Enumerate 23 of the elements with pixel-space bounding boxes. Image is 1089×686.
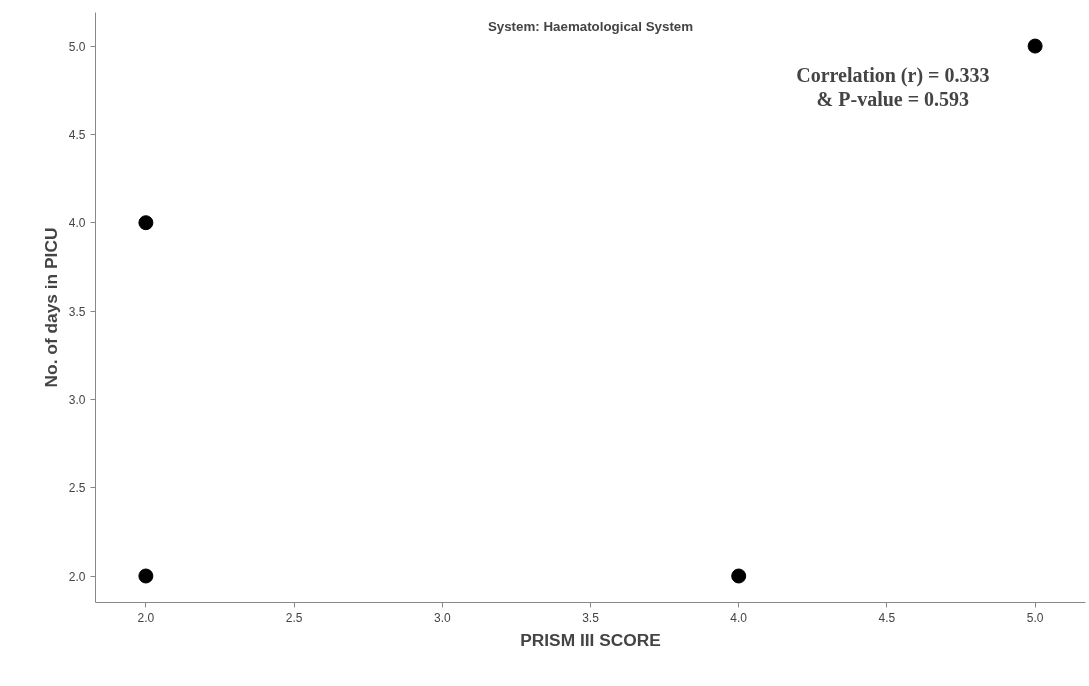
y-tick-label: 3.5 xyxy=(68,304,86,319)
y-tick-label: 4.5 xyxy=(68,127,86,142)
x-tick-label: 2.0 xyxy=(137,610,155,625)
annotation: & P-value = 0.593 xyxy=(816,87,970,110)
x-tick-label: 2.5 xyxy=(285,610,303,625)
x-tick-label: 3.5 xyxy=(582,610,600,625)
annotation: Correlation (r) = 0.333 xyxy=(796,63,990,87)
y-tick-label: 2.0 xyxy=(68,569,86,584)
point xyxy=(731,568,747,584)
point xyxy=(138,568,154,584)
y-tick-label: 3.0 xyxy=(68,392,86,407)
x-tick-label: 4.5 xyxy=(878,610,896,625)
y-tick-label: 4.0 xyxy=(68,216,86,231)
y-tick-label: 5.0 xyxy=(68,39,86,54)
point xyxy=(1027,38,1043,54)
point xyxy=(138,215,154,231)
x-axis-title: PRISM III SCORE xyxy=(520,629,661,650)
x-tick-label: 5.0 xyxy=(1026,610,1044,625)
x-tick-label: 4.0 xyxy=(730,610,748,625)
y-axis-title: No. of days in PICU xyxy=(40,227,61,388)
text: System: Haematological System xyxy=(487,19,694,34)
y-tick-label: 2.5 xyxy=(68,481,86,496)
x-tick-label: 3.0 xyxy=(433,610,451,625)
